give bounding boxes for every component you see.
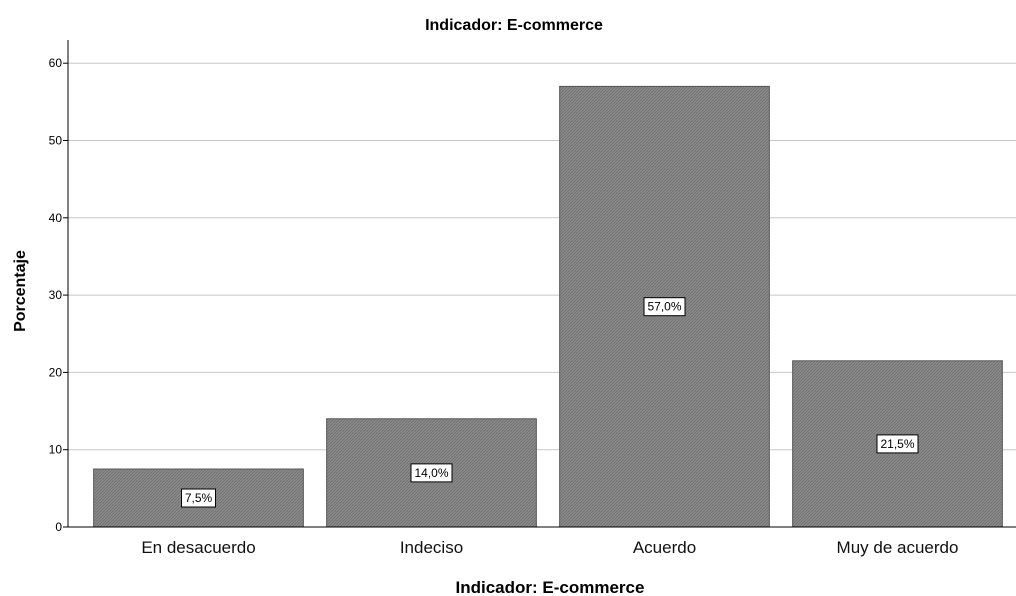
x-tick-label: Indeciso — [400, 538, 463, 557]
y-tick-label: 60 — [49, 56, 63, 70]
y-axis-label: Porcentaje — [12, 250, 29, 332]
data-label-box — [643, 297, 686, 317]
y-tick-label: 20 — [49, 365, 63, 379]
x-tick-label: Muy de acuerdo — [837, 538, 959, 557]
y-tick-label: 30 — [49, 288, 63, 302]
bars — [93, 85, 1003, 528]
y-axis: 0 10 20 30 40 50 60 — [49, 40, 69, 534]
x-axis: En desacuerdo Indeciso Acuerdo Muy de acuer… — [68, 526, 1016, 557]
data-label-box — [876, 434, 919, 454]
data-labels: 7,5% 14,0% 57,0% 21,5% — [181, 297, 919, 508]
data-label-box — [181, 488, 216, 508]
y-tick-label: 40 — [49, 211, 63, 225]
x-tick-label: Acuerdo — [633, 538, 696, 557]
chart-title: Indicador: E-commerce — [425, 17, 603, 34]
data-label: 21,5% — [880, 437, 914, 451]
data-label: 14,0% — [414, 466, 448, 480]
y-tick-label: 0 — [55, 520, 62, 534]
data-label: 7,5% — [185, 491, 213, 505]
x-tick-label: En desacuerdo — [141, 538, 255, 557]
y-tick-label: 10 — [49, 443, 63, 457]
x-axis-label: Indicador: E-commerce — [456, 578, 645, 596]
data-label-box — [410, 463, 453, 483]
data-label: 57,0% — [647, 300, 681, 314]
y-tick-label: 50 — [49, 133, 63, 147]
